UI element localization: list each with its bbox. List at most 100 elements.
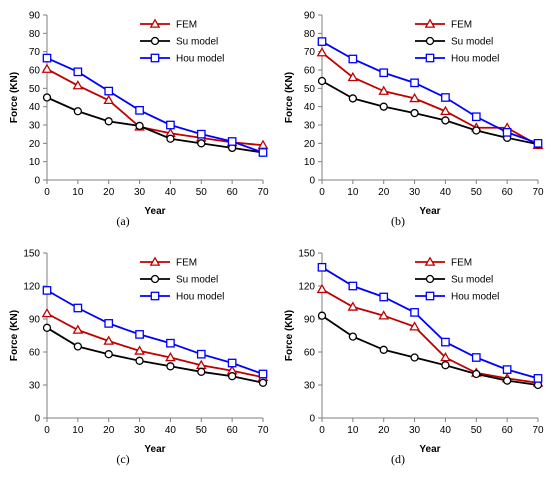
y-tick-label: 90	[29, 11, 41, 22]
data-point-hou-model	[317, 262, 327, 272]
series-line-su-model	[321, 80, 539, 146]
y-tick-label: 70	[304, 47, 316, 58]
data-point-su-model	[42, 93, 52, 102]
data-point-su-model	[379, 345, 388, 354]
data-point-hou-model	[135, 105, 144, 115]
x-tick-label: 20	[378, 425, 390, 436]
data-point-hou-model	[196, 129, 206, 139]
data-point-su-model	[441, 116, 450, 125]
y-tick-label: 30	[29, 381, 41, 392]
data-point-hou-model	[441, 337, 450, 347]
data-point-su-model	[104, 350, 113, 359]
data-point-hou-model	[348, 281, 358, 291]
data-point-fem	[347, 71, 359, 82]
data-point-fem	[440, 351, 451, 362]
data-point-hou-model	[104, 86, 114, 96]
x-tick-label: 40	[165, 187, 177, 198]
legend-marker-su-model	[150, 274, 160, 284]
y-tick-label: 20	[29, 139, 41, 150]
y-tick-label: 120	[298, 282, 315, 293]
y-tick-label: 150	[298, 249, 315, 260]
data-point-su-model	[317, 76, 327, 86]
legend-marker-su-model	[425, 36, 435, 46]
data-point-hou-model	[379, 292, 389, 302]
x-tick-label: 30	[134, 187, 146, 198]
data-point-hou-model	[135, 330, 144, 339]
y-tick-label: 90	[304, 315, 316, 326]
x-tick-label: 0	[44, 187, 50, 198]
legend-label-su-model: Su model	[176, 37, 218, 48]
series-line-hou-model	[46, 289, 264, 375]
x-tick-label: 30	[134, 425, 146, 436]
data-point-su-model	[227, 372, 237, 381]
y-axis-title: Force (KN)	[9, 72, 20, 123]
legend-label-su-model: Su model	[176, 275, 218, 286]
y-tick-label: 60	[29, 66, 41, 77]
y-tick-label: 10	[29, 157, 41, 168]
x-tick-label: 50	[471, 425, 483, 436]
data-point-su-model	[73, 107, 83, 116]
data-point-fem	[347, 301, 359, 311]
y-tick-label: 90	[304, 11, 316, 22]
data-point-hou-model	[196, 349, 206, 359]
series-line-su-model	[46, 96, 264, 154]
x-tick-label: 20	[378, 187, 390, 198]
data-point-fem	[165, 351, 176, 362]
legend-marker-hou-model	[150, 53, 160, 63]
y-tick-label: 30	[304, 121, 316, 132]
legend-label-hou-model: Hou model	[451, 54, 499, 65]
data-point-su-model	[104, 117, 113, 126]
data-point-hou-model	[42, 53, 52, 63]
x-tick-label: 40	[440, 425, 452, 436]
legend-label-hou-model: Hou model	[451, 292, 499, 303]
x-tick-label: 70	[532, 187, 544, 198]
series-line-fem	[321, 51, 539, 146]
data-point-fem	[103, 94, 115, 105]
data-point-hou-model	[258, 369, 268, 379]
x-axis-title: Year	[144, 206, 165, 217]
legend-marker-su-model	[150, 36, 160, 46]
chart-caption: (b)	[391, 214, 405, 228]
y-tick-label: 20	[304, 139, 316, 150]
data-point-hou-model	[471, 353, 481, 362]
x-tick-label: 20	[103, 425, 115, 436]
y-axis-title: Force (KN)	[284, 310, 295, 361]
data-point-fem	[41, 307, 53, 318]
data-point-fem	[316, 283, 328, 294]
data-point-hou-model	[73, 303, 83, 313]
data-point-su-model	[317, 311, 327, 320]
legend-label-fem: FEM	[451, 20, 472, 31]
data-point-fem	[72, 80, 84, 90]
series-line-hou-model	[321, 40, 539, 145]
data-point-su-model	[135, 121, 144, 131]
x-tick-label: 30	[409, 425, 421, 436]
legend-marker-su-model	[425, 274, 435, 284]
data-point-su-model	[258, 378, 268, 387]
data-point-su-model	[441, 361, 450, 370]
y-tick-label: 30	[29, 121, 41, 132]
y-tick-label: 0	[34, 176, 40, 187]
data-point-hou-model	[533, 374, 543, 383]
legend-label-fem: FEM	[176, 258, 197, 269]
x-tick-label: 10	[347, 187, 359, 198]
x-tick-label: 60	[227, 425, 239, 436]
data-point-hou-model	[348, 54, 358, 64]
data-point-hou-model	[379, 68, 389, 78]
y-tick-label: 40	[304, 102, 316, 113]
x-tick-label: 20	[103, 187, 115, 198]
data-point-hou-model	[502, 365, 512, 374]
y-tick-label: 0	[309, 414, 315, 425]
chart-caption: (c)	[116, 452, 129, 466]
x-tick-label: 30	[409, 187, 421, 198]
chart-caption: (d)	[391, 452, 405, 466]
legend-label-su-model: Su model	[451, 275, 493, 286]
data-point-hou-model	[227, 358, 237, 368]
y-tick-label: 30	[304, 381, 316, 392]
data-point-hou-model	[42, 286, 52, 295]
data-point-fem	[41, 63, 53, 73]
data-point-hou-model	[533, 138, 543, 148]
legend-marker-fem	[149, 256, 161, 266]
chart-caption: (a)	[116, 214, 129, 228]
data-point-fem	[409, 321, 420, 331]
legend-marker-fem	[424, 256, 436, 266]
